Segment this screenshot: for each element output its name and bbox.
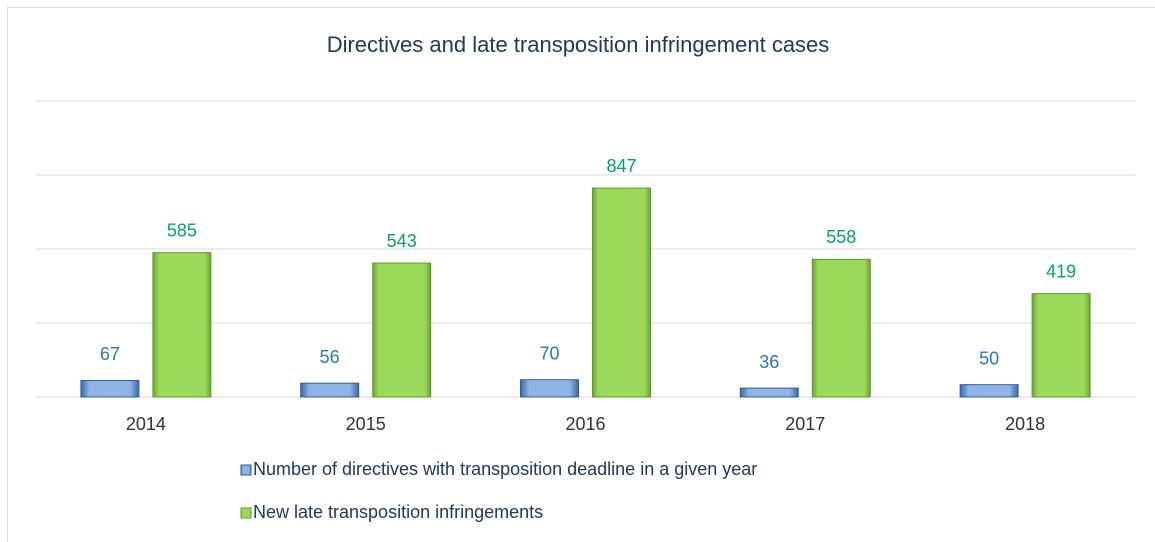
- x-tick-label: 2014: [126, 414, 166, 434]
- bar: [372, 262, 432, 398]
- bar: [592, 187, 651, 398]
- bar: [811, 258, 871, 398]
- x-tick-label: 2016: [565, 414, 605, 434]
- bar: [959, 384, 1019, 398]
- data-label: 67: [100, 344, 120, 364]
- data-label: 50: [979, 348, 999, 368]
- data-label: 847: [606, 156, 636, 176]
- bar: [739, 387, 799, 398]
- data-label: 36: [759, 352, 779, 372]
- legend-marker: [240, 464, 252, 476]
- legend-marker: [240, 507, 252, 519]
- data-label: 558: [826, 227, 856, 247]
- x-tick-label: 2017: [785, 414, 825, 434]
- legend-label: Number of directives with transposition …: [253, 459, 757, 479]
- bar: [1031, 293, 1091, 398]
- bar: [80, 379, 140, 398]
- legend-label: New late transposition infringements: [253, 502, 543, 522]
- chart-title: Directives and late transposition infrin…: [327, 32, 830, 57]
- data-label: 585: [167, 220, 197, 240]
- data-label: 419: [1046, 261, 1076, 281]
- x-tick-label: 2018: [1005, 414, 1045, 434]
- bar: [300, 382, 360, 398]
- data-label: 70: [539, 343, 559, 363]
- bar: [152, 252, 212, 398]
- data-label: 543: [387, 231, 417, 251]
- data-label: 56: [320, 347, 340, 367]
- bar: [520, 379, 579, 398]
- x-tick-label: 2015: [346, 414, 386, 434]
